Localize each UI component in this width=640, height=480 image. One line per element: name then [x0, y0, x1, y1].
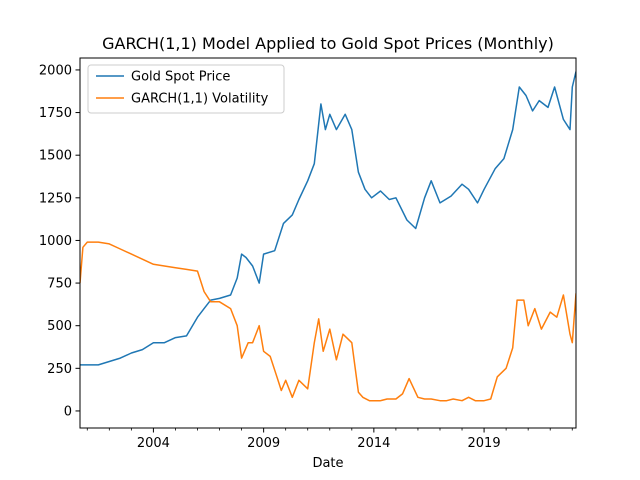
series-line-2	[80, 241, 576, 402]
plot-area	[80, 71, 576, 402]
series-line-1	[80, 71, 576, 366]
chart-title: GARCH(1,1) Model Applied to Gold Spot Pr…	[102, 34, 554, 53]
y-tick-label-6: 1250	[39, 191, 72, 206]
legend: Gold Spot Price GARCH(1,1) Volatility	[87, 64, 285, 114]
legend-box	[87, 64, 285, 114]
y-axis: 0 250 500 750 1000 1250 1500 1750 2000	[39, 63, 80, 419]
y-tick-label-9: 2000	[39, 63, 72, 78]
x-axis: 2004 2009 2014 2019	[86, 428, 573, 451]
x-tick-label-3: 2014	[357, 436, 390, 451]
y-tick-label-5: 1000	[39, 234, 72, 249]
y-tick-label-2: 250	[47, 362, 72, 377]
y-tick-label-7: 1500	[39, 149, 72, 164]
x-axis-label: Date	[312, 456, 343, 471]
x-tick-label-4: 2019	[468, 436, 501, 451]
y-tick-label-1: 0	[64, 404, 72, 419]
y-tick-label-3: 500	[47, 319, 72, 334]
legend-label-1: Gold Spot Price	[131, 70, 230, 85]
y-tick-label-8: 1750	[39, 106, 72, 121]
plot-frame	[79, 57, 577, 429]
x-tick-label-1: 2004	[137, 436, 170, 451]
legend-label-2: GARCH(1,1) Volatility	[131, 92, 269, 107]
x-tick-label-2: 2009	[247, 436, 280, 451]
y-tick-label-4: 750	[47, 277, 72, 292]
